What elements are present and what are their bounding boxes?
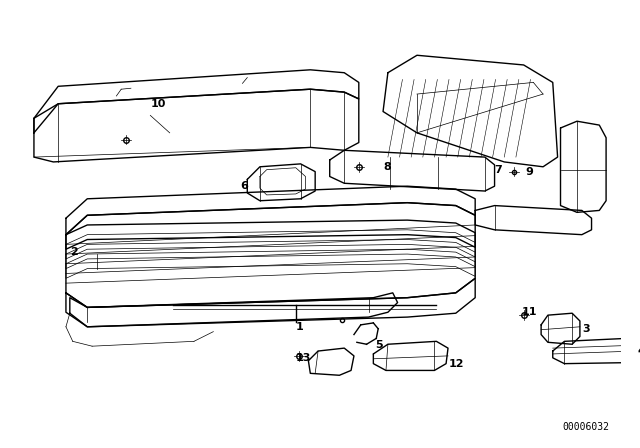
Text: 10: 10 [150, 99, 166, 109]
Text: 7: 7 [495, 165, 502, 175]
Text: 4: 4 [637, 346, 640, 356]
Text: 2: 2 [70, 247, 77, 257]
Text: 3: 3 [582, 324, 589, 334]
Text: 00006032: 00006032 [562, 422, 609, 431]
Text: 5: 5 [375, 340, 383, 350]
Text: 12: 12 [449, 359, 465, 369]
Text: 11: 11 [522, 307, 537, 317]
Text: 13: 13 [296, 353, 311, 363]
Text: 9: 9 [525, 167, 534, 177]
Text: 1: 1 [296, 322, 303, 332]
Text: 8: 8 [383, 162, 391, 172]
Text: 6: 6 [241, 181, 248, 191]
